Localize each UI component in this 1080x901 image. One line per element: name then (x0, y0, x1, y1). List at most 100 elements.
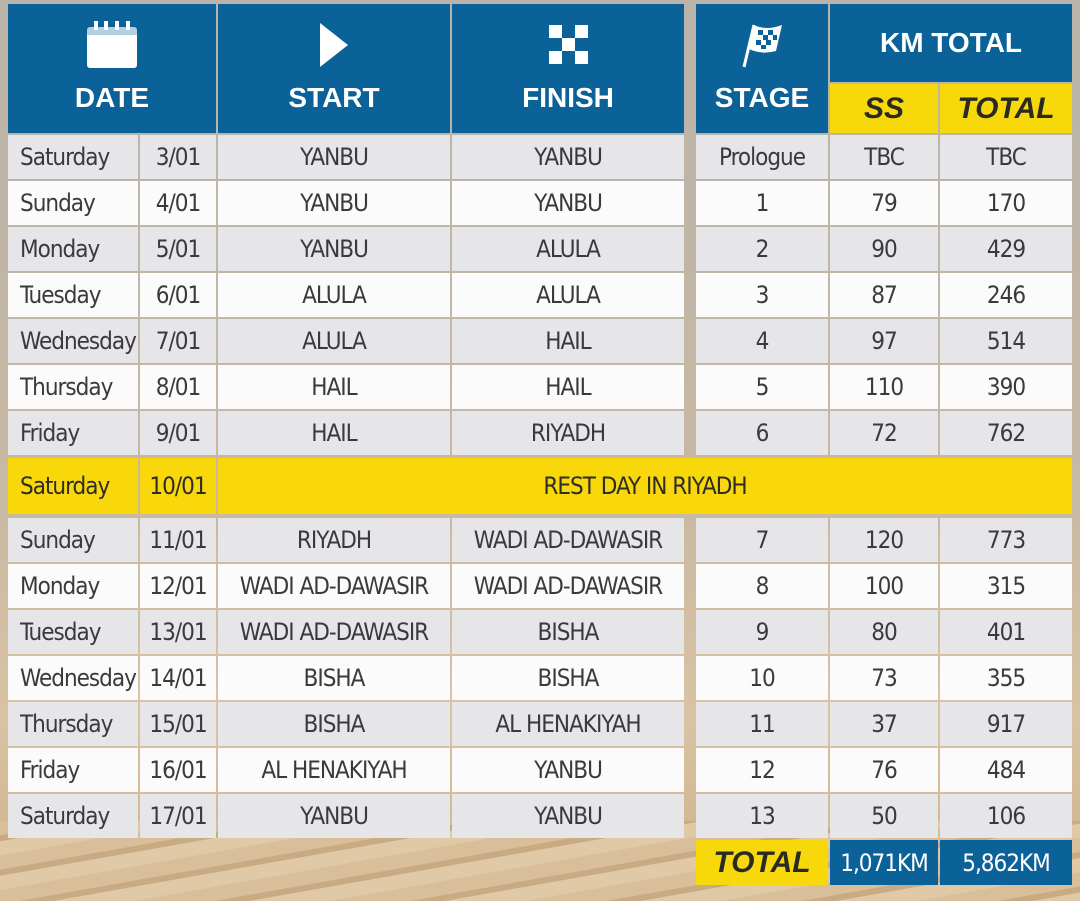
cell-date: 17/01 (140, 794, 216, 838)
cell-stage: 11 (696, 702, 828, 746)
header-start: START (218, 4, 450, 133)
cell-finish: ALULA (452, 273, 684, 317)
cell-stage: 4 (696, 319, 828, 363)
cell-start: WADI AD-DAWASIR (218, 564, 450, 608)
cell-start: YANBU (218, 181, 450, 225)
cell-finish: WADI AD-DAWASIR (452, 564, 684, 608)
cell-date: 14/01 (140, 656, 216, 700)
cell-total: 762 (940, 411, 1072, 455)
cell-finish: BISHA (452, 656, 684, 700)
cell-day: Saturday (8, 794, 138, 838)
cell-start: HAIL (218, 411, 450, 455)
cell-day: Sunday (8, 181, 138, 225)
cell-date: 4/01 (140, 181, 216, 225)
cell-total: TBC (940, 135, 1072, 179)
header-km-total-label: KM TOTAL (879, 27, 1023, 58)
cell-date: 9/01 (140, 411, 216, 455)
cell-stage: 13 (696, 794, 828, 838)
cell-stage: 5 (696, 365, 828, 409)
cell-day: Thursday (8, 365, 138, 409)
cell-day: Tuesday (8, 273, 138, 317)
cell-ss: 120 (830, 518, 938, 562)
header-total: TOTAL (940, 84, 1072, 133)
cell-day: Wednesday (8, 319, 138, 363)
cell-finish: YANBU (452, 135, 684, 179)
cell-day: Monday (8, 227, 138, 271)
cell-ss: 72 (830, 411, 938, 455)
cell-finish: WADI AD-DAWASIR (452, 518, 684, 562)
cell-start: HAIL (218, 365, 450, 409)
cell-total: 246 (940, 273, 1072, 317)
cell-ss: 110 (830, 365, 938, 409)
cell-finish: AL HENAKIYAH (452, 702, 684, 746)
cell-ss: TBC (830, 135, 938, 179)
cell-total: 106 (940, 794, 1072, 838)
cell-total: 170 (940, 181, 1072, 225)
cell-date: 15/01 (140, 702, 216, 746)
cell-ss: 79 (830, 181, 938, 225)
cell-date: 11/01 (140, 518, 216, 562)
cell-date: 16/01 (140, 748, 216, 792)
cell-stage: 7 (696, 518, 828, 562)
cell-total: 390 (940, 365, 1072, 409)
cell-day: Monday (8, 564, 138, 608)
cell-finish: BISHA (452, 610, 684, 654)
cell-start: YANBU (218, 135, 450, 179)
cell-stage: 10 (696, 656, 828, 700)
header-ss: SS (830, 84, 938, 133)
cell-stage: 2 (696, 227, 828, 271)
cell-start: ALULA (218, 319, 450, 363)
cell-start: RIYADH (218, 518, 450, 562)
cell-finish: YANBU (452, 794, 684, 838)
cell-date: 7/01 (140, 319, 216, 363)
cell-total: 401 (940, 610, 1072, 654)
cell-stage: 12 (696, 748, 828, 792)
cell-finish: YANBU (452, 181, 684, 225)
play-icon (318, 18, 350, 72)
header-date-label: DATE (74, 81, 150, 113)
cell-finish: HAIL (452, 365, 684, 409)
cell-ss: 76 (830, 748, 938, 792)
cell-start: BISHA (218, 702, 450, 746)
cell-stage: 3 (696, 273, 828, 317)
cell-day: Thursday (8, 702, 138, 746)
cell-stage: Prologue (696, 135, 828, 179)
cell-ss: 100 (830, 564, 938, 608)
rest-day-date: 10/01 (140, 458, 216, 514)
totals-total: 5,862KM (940, 840, 1072, 885)
cell-start: AL HENAKIYAH (218, 748, 450, 792)
cell-total: 917 (940, 702, 1072, 746)
calendar-icon (86, 18, 138, 72)
cell-date: 3/01 (140, 135, 216, 179)
cell-finish: RIYADH (452, 411, 684, 455)
cell-start: ALULA (218, 273, 450, 317)
cell-stage: 9 (696, 610, 828, 654)
cell-day: Friday (8, 411, 138, 455)
cell-ss: 50 (830, 794, 938, 838)
cell-total: 773 (940, 518, 1072, 562)
cell-day: Wednesday (8, 656, 138, 700)
cell-finish: ALULA (452, 227, 684, 271)
cell-total: 315 (940, 564, 1072, 608)
cell-date: 5/01 (140, 227, 216, 271)
cell-start: YANBU (218, 227, 450, 271)
cell-stage: 8 (696, 564, 828, 608)
cell-total: 484 (940, 748, 1072, 792)
cell-total: 429 (940, 227, 1072, 271)
header-start-label: START (288, 81, 380, 113)
totals-label: TOTAL (696, 840, 828, 885)
header-date: DATE (8, 4, 216, 133)
cell-total: 514 (940, 319, 1072, 363)
cell-date: 6/01 (140, 273, 216, 317)
header-stage-label: STAGE (714, 81, 810, 113)
cell-finish: HAIL (452, 319, 684, 363)
cell-day: Saturday (8, 135, 138, 179)
cell-ss: 87 (830, 273, 938, 317)
cell-finish: YANBU (452, 748, 684, 792)
checkered-flag-icon (738, 18, 786, 72)
cell-ss: 73 (830, 656, 938, 700)
cell-ss: 80 (830, 610, 938, 654)
cell-date: 8/01 (140, 365, 216, 409)
checkered-icon (548, 18, 588, 72)
cell-ss: 37 (830, 702, 938, 746)
